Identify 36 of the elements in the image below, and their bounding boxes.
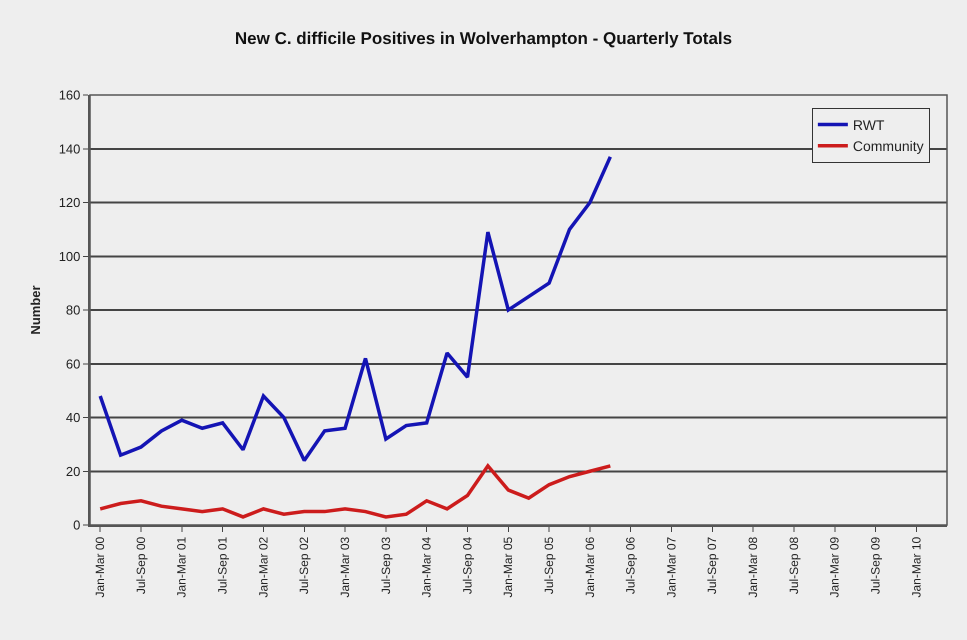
- line-series: [98, 155, 612, 462]
- x-tick-label: Jan-Mar 03: [338, 536, 352, 598]
- x-tick-label: Jul-Sep 06: [624, 536, 638, 594]
- x-tick-label: Jul-Sep 05: [542, 536, 556, 594]
- x-tick-label: Jan-Mar 02: [256, 536, 270, 598]
- x-tick-label: Jan-Mar 05: [501, 536, 516, 598]
- x-tick-label: Jan-Mar 09: [828, 536, 842, 598]
- x-tick-label: Jan-Mar 06: [582, 536, 597, 598]
- y-tick-label: 120: [58, 195, 80, 210]
- x-tick-label: Jul-Sep 09: [868, 536, 882, 594]
- x-tick-label: Jul-Sep 07: [705, 536, 720, 594]
- x-tick-label: Jul-Sep 00: [134, 536, 148, 594]
- line-series: [98, 464, 612, 519]
- chart-title: New C. difficile Positives in Wolverhampton - Quarterly Totals: [234, 28, 732, 48]
- y-tick-label: 140: [58, 141, 80, 156]
- y-tick-label: 100: [58, 248, 80, 264]
- y-tick-label: 0: [73, 518, 80, 533]
- x-tick-label: Jul-Sep 02: [297, 536, 312, 594]
- x-tick-label: Jan-Mar 00: [93, 536, 108, 598]
- legend-label: RWT: [852, 116, 885, 133]
- x-tick-label: Jan-Mar 04: [420, 536, 434, 598]
- x-tick-label: Jan-Mar 07: [664, 536, 678, 598]
- y-tick-label: 80: [66, 302, 80, 318]
- y-tick-label: 20: [66, 464, 80, 479]
- x-tick-label: Jan-Mar 01: [174, 536, 189, 598]
- y-tick-label: 60: [66, 356, 80, 372]
- y-tick-label: 40: [66, 410, 80, 426]
- x-tick-label: Jan-Mar 08: [746, 536, 760, 598]
- y-tick-label: 160: [58, 88, 80, 103]
- legend-label: Community: [852, 138, 924, 154]
- y-axis-title: Number: [28, 285, 44, 335]
- x-tick-label: Jul-Sep 03: [378, 536, 393, 594]
- x-tick-label: Jul-Sep 08: [786, 536, 801, 594]
- x-tick-label: Jul-Sep 04: [460, 536, 474, 594]
- x-tick-label: Jan-Mar 10: [909, 536, 924, 598]
- x-tick-label: Jul-Sep 01: [216, 536, 230, 594]
